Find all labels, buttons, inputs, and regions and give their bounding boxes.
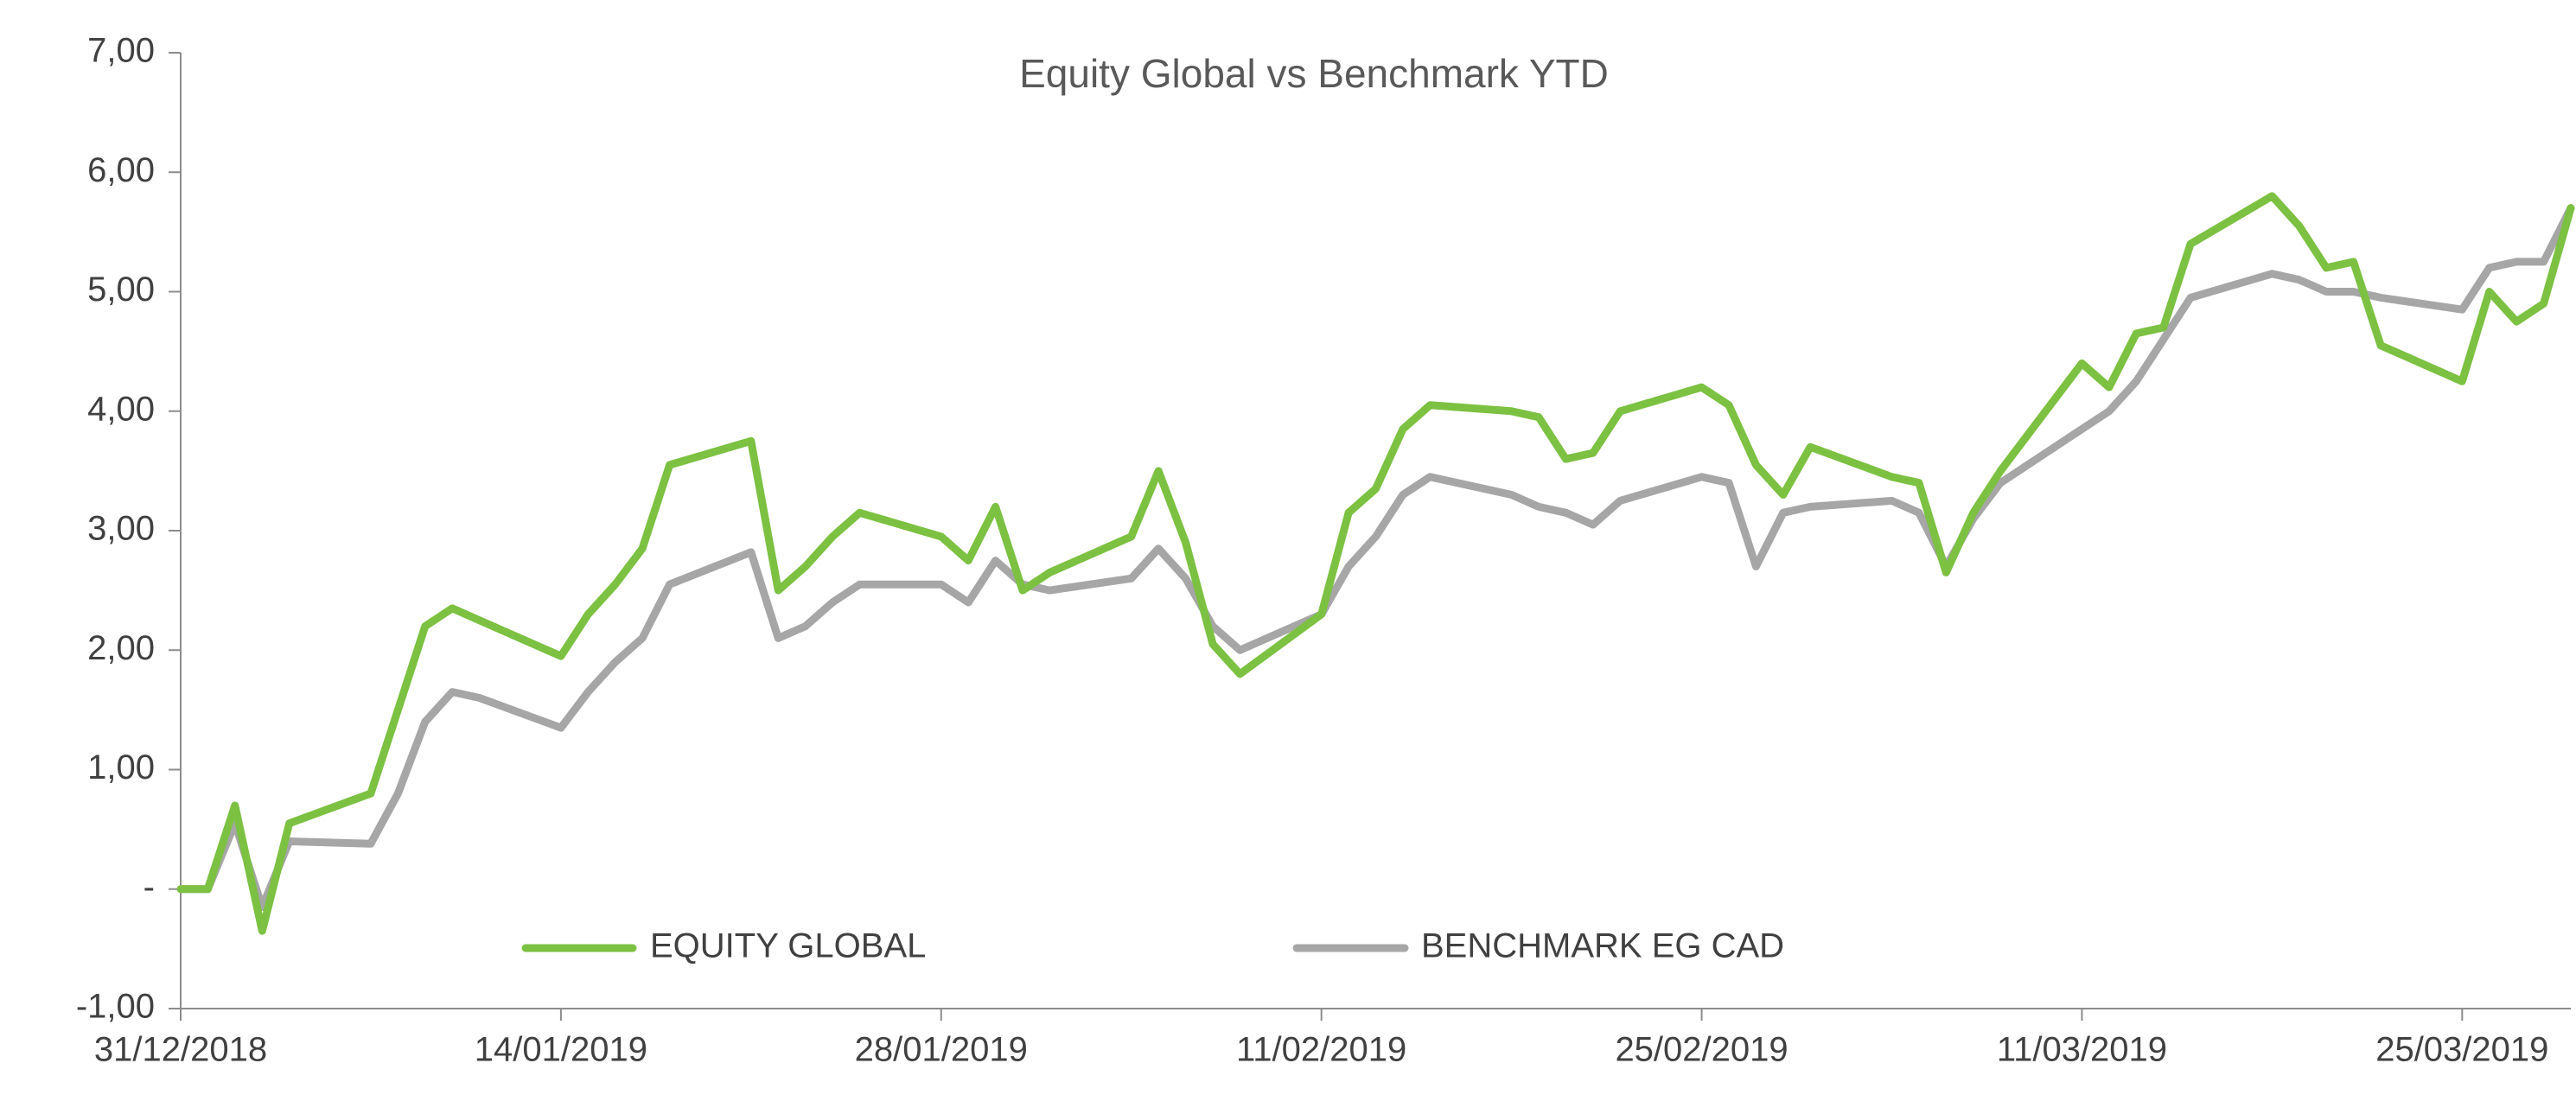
x-tick-label: 25/02/2019	[1615, 1031, 1788, 1069]
y-tick-label: 4,00	[87, 390, 155, 428]
y-tick-label: 5,00	[87, 271, 155, 309]
series-line	[176, 192, 2575, 935]
x-tick-label: 11/03/2019	[1997, 1031, 2167, 1069]
legend-label: BENCHMARK EG CAD	[1421, 927, 1784, 965]
x-tick-label: 14/01/2019	[475, 1031, 647, 1069]
y-tick-label: -	[143, 868, 155, 906]
y-tick-label: 2,00	[87, 629, 155, 667]
x-tick-label: 31/12/2018	[94, 1031, 267, 1069]
y-tick-label: -1,00	[76, 988, 155, 1026]
legend-label: EQUITY GLOBAL	[650, 927, 926, 965]
x-tick-label: 11/02/2019	[1236, 1031, 1406, 1069]
series-line	[176, 204, 2575, 911]
y-tick-label: 1,00	[87, 748, 155, 786]
legend: EQUITY GLOBAL BENCHMARK EG CAD	[521, 927, 1784, 965]
y-tick-label: 7,00	[87, 32, 155, 70]
chart-title: Equity Global vs Benchmark YTD	[1019, 51, 1609, 96]
x-tick-label: 25/03/2019	[2375, 1031, 2548, 1069]
x-tick-label: 28/01/2019	[855, 1031, 1028, 1069]
y-tick-label: 6,00	[87, 151, 155, 189]
y-tick-label: 3,00	[87, 510, 155, 548]
